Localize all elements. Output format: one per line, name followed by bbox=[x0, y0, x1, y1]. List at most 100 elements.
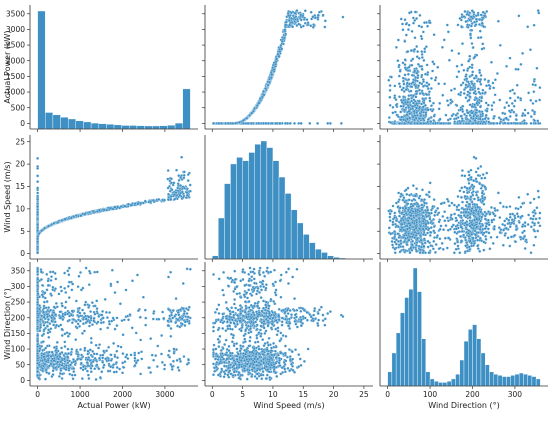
point-power-direction bbox=[420, 67, 424, 71]
point-speed-direction bbox=[474, 170, 478, 174]
y-tick-label: 500 bbox=[11, 103, 26, 112]
point-power-speed bbox=[295, 9, 299, 13]
point-power-direction bbox=[402, 95, 406, 99]
hist-bar-speed-19 bbox=[327, 255, 334, 260]
point-power-direction bbox=[481, 88, 485, 92]
point-power-direction bbox=[502, 118, 506, 122]
point-power-direction bbox=[476, 13, 480, 17]
point-power-direction bbox=[510, 108, 514, 112]
point-power-direction bbox=[453, 87, 457, 91]
point-power-direction bbox=[461, 81, 465, 85]
point-power-direction bbox=[465, 77, 469, 81]
point-power-direction bbox=[496, 19, 500, 23]
point-power-speed bbox=[341, 15, 345, 19]
point-power-direction bbox=[516, 67, 520, 71]
point-power-direction bbox=[445, 99, 449, 103]
point-power-direction bbox=[418, 13, 422, 17]
point-power-direction bbox=[396, 38, 400, 42]
point-power-direction bbox=[406, 50, 410, 53]
point-power-direction bbox=[474, 97, 478, 100]
point-power-direction bbox=[398, 95, 401, 99]
point-speed-power bbox=[36, 166, 40, 170]
point-power-direction bbox=[411, 57, 415, 61]
point-power-direction bbox=[388, 88, 392, 92]
point-speed-power bbox=[180, 190, 184, 194]
point-power-direction bbox=[445, 23, 449, 27]
point-power-speed bbox=[245, 116, 249, 120]
point-power-direction bbox=[432, 114, 436, 118]
point-power-direction bbox=[404, 33, 408, 37]
point-power-speed bbox=[321, 13, 325, 17]
hist-bar-power-7 bbox=[90, 122, 99, 130]
point-power-direction bbox=[480, 96, 484, 100]
point-power-direction bbox=[416, 50, 420, 54]
point-power-direction bbox=[414, 89, 418, 93]
hist-bar-power-0 bbox=[37, 10, 46, 130]
point-power-direction bbox=[433, 78, 437, 82]
point-speed-power bbox=[36, 208, 40, 211]
point-power-direction bbox=[428, 96, 432, 100]
point-power-direction bbox=[504, 116, 508, 120]
point-power-speed bbox=[284, 20, 288, 24]
point-speed-direction bbox=[484, 237, 488, 241]
point-power-speed bbox=[237, 120, 241, 124]
point-power-direction bbox=[397, 121, 401, 125]
point-power-direction bbox=[466, 23, 470, 27]
hist-bar-power-18 bbox=[174, 122, 183, 130]
point-power-speed bbox=[212, 121, 215, 125]
point-power-direction bbox=[420, 56, 424, 59]
point-power-direction bbox=[421, 105, 425, 109]
hist-bar-power-16 bbox=[159, 125, 168, 130]
point-power-direction bbox=[526, 111, 530, 115]
point-power-direction bbox=[427, 83, 431, 86]
point-power-direction bbox=[403, 73, 407, 77]
point-power-direction bbox=[461, 110, 465, 114]
point-speed-direction bbox=[452, 251, 456, 255]
point-speed-direction bbox=[523, 224, 527, 228]
point-power-direction bbox=[505, 64, 509, 68]
point-power-direction bbox=[407, 65, 411, 69]
hist-bar-speed-7 bbox=[254, 144, 261, 260]
y-tick-label: 25 bbox=[15, 137, 25, 146]
point-power-speed bbox=[299, 13, 303, 17]
point-speed-power bbox=[183, 186, 187, 190]
point-power-direction bbox=[399, 104, 403, 108]
point-power-direction bbox=[427, 90, 431, 94]
point-power-speed bbox=[255, 104, 259, 107]
point-speed-direction bbox=[458, 189, 462, 193]
point-speed-power bbox=[172, 193, 176, 197]
point-speed-power bbox=[47, 224, 51, 228]
point-power-direction bbox=[538, 86, 542, 90]
point-power-speed bbox=[262, 93, 266, 97]
point-power-direction bbox=[534, 99, 538, 103]
point-speed-power bbox=[83, 212, 87, 216]
hist-bar-power-4 bbox=[67, 118, 77, 130]
point-speed-power bbox=[182, 170, 186, 174]
point-speed-direction bbox=[432, 239, 436, 243]
point-speed-direction bbox=[399, 195, 403, 198]
point-power-direction bbox=[522, 121, 526, 125]
point-power-direction bbox=[402, 118, 406, 122]
point-power-direction bbox=[404, 67, 408, 71]
point-power-direction bbox=[419, 34, 423, 38]
point-speed-direction bbox=[423, 241, 427, 245]
point-power-direction bbox=[432, 118, 436, 122]
point-power-direction bbox=[489, 60, 493, 64]
point-power-direction bbox=[457, 70, 461, 74]
point-power-direction bbox=[529, 115, 533, 119]
point-power-speed bbox=[311, 25, 315, 29]
point-power-direction bbox=[424, 107, 428, 111]
hist-bar-power-1 bbox=[45, 112, 54, 130]
point-speed-power bbox=[170, 177, 173, 181]
point-power-direction bbox=[507, 104, 511, 108]
point-power-speed bbox=[262, 89, 266, 93]
point-power-direction bbox=[401, 22, 404, 26]
point-power-direction bbox=[460, 117, 464, 121]
point-power-direction bbox=[401, 79, 405, 83]
point-speed-power bbox=[56, 220, 60, 224]
point-speed-direction bbox=[496, 191, 500, 195]
point-power-direction bbox=[491, 81, 495, 85]
point-speed-direction bbox=[390, 240, 394, 243]
point-power-direction bbox=[498, 121, 502, 125]
point-power-speed bbox=[316, 13, 320, 17]
